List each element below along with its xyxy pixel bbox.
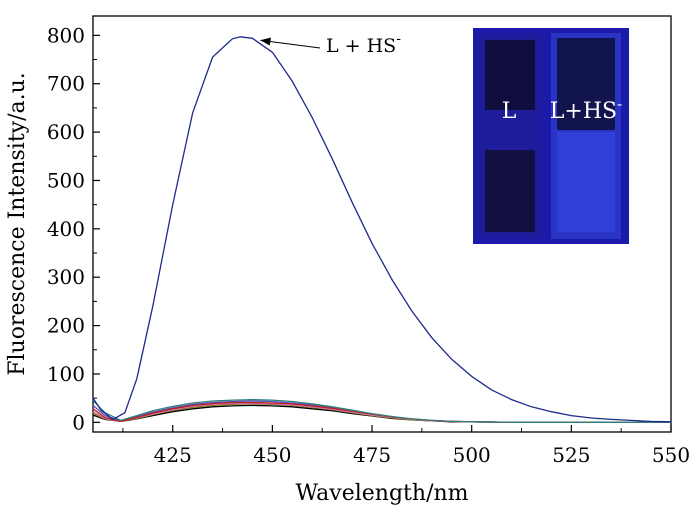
y-tick-label: 0 [72, 410, 85, 434]
x-axis-label: Wavelength/nm [295, 481, 468, 506]
series-group [92, 36, 672, 423]
y-tick-label: 700 [47, 72, 85, 96]
y-tick-label: 300 [47, 265, 85, 289]
y-axis-label: Fluorescence Intensity/a.u. [5, 72, 30, 376]
inset-photo: L L+HS- [473, 28, 629, 244]
annotation-arrowhead [260, 37, 271, 46]
inset-label-l-hs: L+HS- [550, 95, 622, 124]
y-tick-label: 100 [47, 362, 85, 386]
y-tick-label: 400 [47, 217, 85, 241]
x-tick-label: 500 [453, 443, 491, 467]
plot-frame [92, 15, 672, 433]
y-axis: 0 100 200 300 400 500 600 700 800 [47, 23, 100, 434]
x-tick-label: 450 [253, 443, 291, 467]
x-tick-label: 475 [353, 443, 391, 467]
y-tick-label: 500 [47, 168, 85, 192]
series-line-2 [92, 398, 671, 423]
y-tick-label: 800 [47, 23, 85, 47]
x-tick-label: 525 [552, 443, 590, 467]
x-tick-label: 425 [154, 443, 192, 467]
inset-label-l: L [502, 99, 517, 124]
y-tick-label: 600 [47, 120, 85, 144]
x-axis: 425 450 475 500 525 550 [122, 425, 690, 467]
series-line-1 [92, 36, 672, 423]
series-line-7 [92, 400, 671, 423]
y-tick-label: 200 [47, 314, 85, 338]
annotation-label: L + HS- [326, 31, 401, 57]
annotation: L + HS- [260, 31, 401, 57]
x-tick-label: 550 [652, 443, 690, 467]
